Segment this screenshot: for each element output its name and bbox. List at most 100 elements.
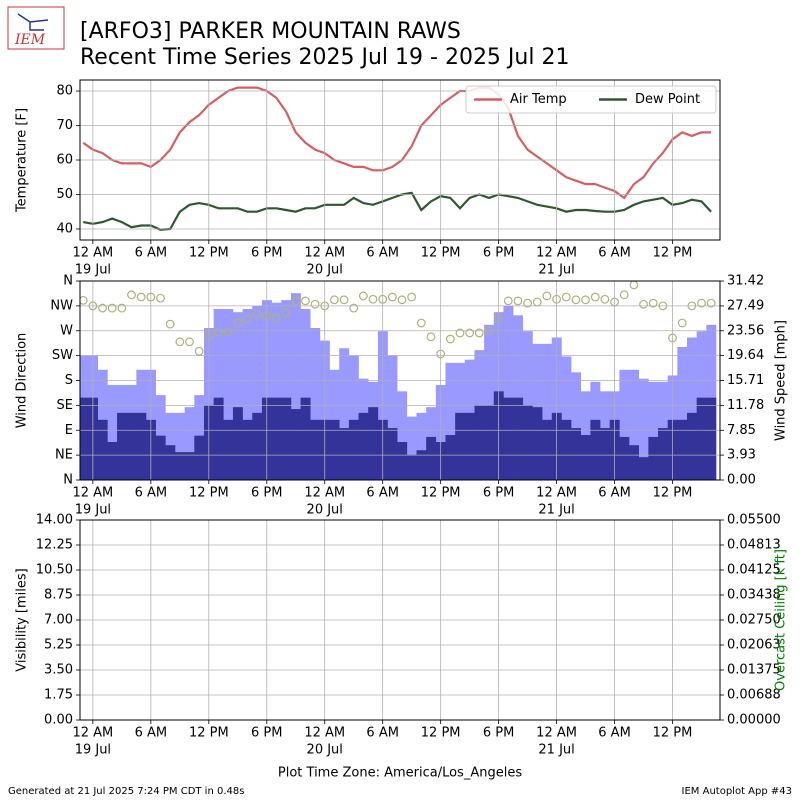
x-tick-label: 6 PM xyxy=(483,486,514,501)
direction-point xyxy=(648,298,658,308)
bar xyxy=(348,419,359,480)
y-tick-label: S xyxy=(65,373,73,388)
direction-point xyxy=(426,332,436,342)
logo-frame xyxy=(7,6,65,50)
bar xyxy=(300,308,311,480)
y-tick-label: 80 xyxy=(56,84,73,99)
x-tick-label: 12 AM xyxy=(72,726,113,741)
y-tick-label: NW xyxy=(50,298,73,313)
line-series xyxy=(83,191,712,231)
direction-point xyxy=(194,346,204,356)
x-tick-label: 6 PM xyxy=(251,726,282,741)
bar xyxy=(348,355,359,480)
bar xyxy=(329,419,340,480)
bar xyxy=(165,445,176,480)
bar xyxy=(126,412,137,480)
bar xyxy=(542,419,553,480)
y-axis-label: Wind Direction xyxy=(15,333,30,429)
bar xyxy=(242,419,253,480)
bar xyxy=(484,324,495,480)
bar xyxy=(522,405,533,480)
direction-point xyxy=(291,296,301,306)
bar xyxy=(252,305,263,480)
direction-point xyxy=(329,295,339,305)
direction-point xyxy=(416,318,426,328)
axes-frame xyxy=(79,280,721,481)
bar xyxy=(484,405,495,480)
bar xyxy=(368,407,379,480)
footer-left: Generated at 21 Jul 2025 7:24 PM CDT in … xyxy=(8,786,244,797)
direction-point xyxy=(629,281,639,290)
bar xyxy=(242,308,253,480)
bar xyxy=(290,293,301,480)
bar xyxy=(455,412,466,480)
bar xyxy=(223,419,234,480)
bar xyxy=(696,397,707,480)
bar xyxy=(686,337,697,480)
x-tick-label: 12 PM xyxy=(653,246,693,261)
y-tick-label: SE xyxy=(57,398,73,413)
x-axis-label: Plot Time Zone: America/Los_Angeles xyxy=(278,766,522,781)
bar xyxy=(174,412,185,480)
y2-tick-label: 0.00688 xyxy=(727,688,781,703)
bar xyxy=(706,397,717,480)
y2-tick-label: 0.03438 xyxy=(727,588,781,603)
y2-tick-label: 0.04813 xyxy=(727,538,781,553)
y2-tick-label: 0.02063 xyxy=(727,638,781,653)
direction-point xyxy=(156,293,165,303)
direction-point xyxy=(445,334,455,344)
bar xyxy=(619,436,630,480)
bar xyxy=(561,419,572,480)
bar xyxy=(223,308,234,480)
x-tick-label: 12 PM xyxy=(421,246,461,261)
y-tick-label: 60 xyxy=(56,153,73,168)
axes-frame xyxy=(79,519,721,721)
y-tick-label: W xyxy=(60,323,73,338)
direction-point xyxy=(107,303,117,313)
y-tick-label: N xyxy=(63,274,73,289)
bar xyxy=(213,308,224,480)
x-tick-label: 12 PM xyxy=(653,726,693,741)
x-tick-label: 12 PM xyxy=(653,486,693,501)
logo-text: IEM xyxy=(14,32,46,48)
y-tick-label: 10.50 xyxy=(36,563,73,578)
bar xyxy=(677,346,688,480)
y-tick-label: NE xyxy=(55,448,73,463)
plot-area xyxy=(82,86,712,231)
x-date-label: 19 Jul xyxy=(75,503,111,518)
direction-point xyxy=(281,308,291,318)
bar xyxy=(629,369,639,480)
y2-tick-label: 0.04125 xyxy=(727,563,781,578)
x-tick-label: 6 PM xyxy=(251,246,282,261)
x-tick-label: 12 AM xyxy=(536,246,577,261)
bar xyxy=(194,435,205,480)
bar xyxy=(571,428,582,480)
bar xyxy=(658,428,668,480)
x-tick-label: 6 AM xyxy=(135,726,168,741)
y-tick-label: SW xyxy=(52,348,73,363)
direction-point xyxy=(523,298,532,308)
bar xyxy=(136,412,147,480)
direction-point xyxy=(639,299,648,309)
bar xyxy=(406,454,417,480)
x-date-label: 21 Jul xyxy=(538,743,574,758)
bar xyxy=(310,327,321,480)
bar xyxy=(155,435,166,480)
y-tick-label: 8.75 xyxy=(44,588,73,603)
x-tick-label: 6 AM xyxy=(135,246,168,261)
bar xyxy=(426,436,437,480)
bar xyxy=(416,450,427,480)
x-tick-label: 12 PM xyxy=(189,246,229,261)
bar xyxy=(117,412,127,480)
x-date-label: 21 Jul xyxy=(538,263,574,278)
x-date-label: 19 Jul xyxy=(75,263,111,278)
direction-point xyxy=(619,290,629,300)
x-tick-label: 6 PM xyxy=(251,486,282,501)
bar xyxy=(397,441,408,480)
bar xyxy=(590,419,601,480)
legend-box xyxy=(465,85,717,114)
bar xyxy=(464,412,475,480)
line-series xyxy=(82,86,712,200)
direction-point xyxy=(233,318,243,328)
bar xyxy=(677,419,688,480)
